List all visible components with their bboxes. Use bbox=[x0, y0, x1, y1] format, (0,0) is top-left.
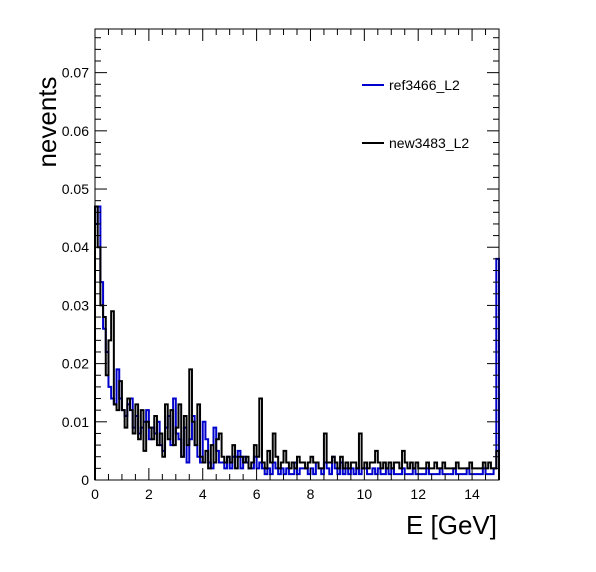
plot-frame bbox=[94, 28, 500, 481]
x-tick-label: 8 bbox=[307, 486, 315, 502]
series-line-ref3466_L2 bbox=[94, 205, 500, 480]
x-tick-label: 6 bbox=[253, 486, 261, 502]
x-tick-label: 12 bbox=[410, 486, 426, 502]
legend-label-ref: ref3466_L2 bbox=[389, 77, 460, 93]
y-tick-label: 0.05 bbox=[62, 181, 89, 197]
x-tick-label: 10 bbox=[357, 486, 373, 502]
x-tick-label: 0 bbox=[91, 486, 99, 502]
y-axis: 0 0.01 0.02 0.03 0.04 0.05 0.06 0.07 bbox=[62, 37, 499, 488]
y-tick-label: 0.01 bbox=[62, 414, 89, 430]
legend-label-new: new3483_L2 bbox=[389, 135, 469, 151]
x-tick-label: 14 bbox=[464, 486, 480, 502]
y-axis-title: nevents bbox=[32, 76, 62, 167]
legend: ref3466_L2 new3483_L2 bbox=[362, 77, 469, 151]
y-tick-label: 0.03 bbox=[62, 297, 89, 313]
x-tick-label: 2 bbox=[145, 486, 153, 502]
x-axis: 0 2 4 6 8 10 12 14 bbox=[91, 29, 500, 502]
x-tick-label: 4 bbox=[199, 486, 207, 502]
y-tick-label: 0.02 bbox=[62, 356, 89, 372]
y-tick-label: 0 bbox=[81, 472, 89, 488]
y-tick-label: 0.06 bbox=[62, 123, 89, 139]
series-line-new3483_L2 bbox=[94, 205, 500, 480]
series-layer bbox=[94, 205, 500, 480]
x-axis-title: E [GeV] bbox=[406, 510, 497, 540]
y-tick-label: 0.07 bbox=[62, 65, 89, 81]
y-tick-label: 0.04 bbox=[62, 239, 89, 255]
